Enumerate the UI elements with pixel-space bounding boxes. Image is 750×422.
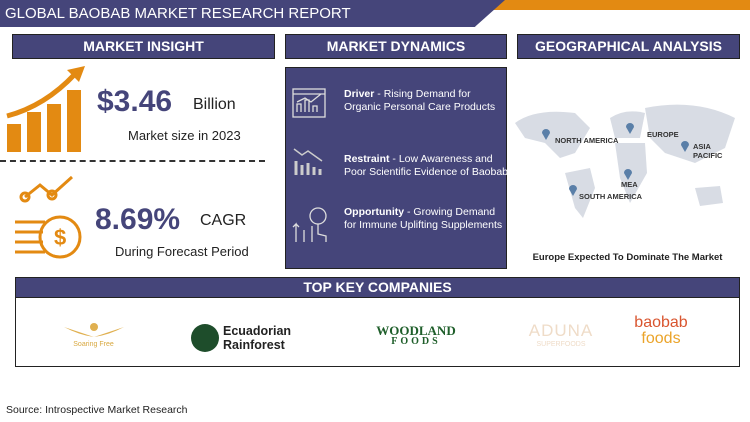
- region-mea: MEA: [621, 180, 638, 189]
- map-pin-icon: [626, 123, 634, 134]
- restraint-text: - Low Awareness and Poor Scientific Evid…: [344, 153, 509, 178]
- market-insight-header: MARKET INSIGHT: [12, 34, 275, 59]
- coins-dollar-icon: $: [15, 175, 82, 259]
- declining-chart-icon: [293, 148, 323, 175]
- market-dynamics-panel: Driver - Rising Demand for Organic Perso…: [285, 67, 509, 269]
- company-name: WOODLAND: [376, 323, 456, 338]
- map-pin-icon: [681, 141, 689, 152]
- leaf-circle-icon: [191, 324, 219, 352]
- cagr-caption: During Forecast Period: [115, 244, 249, 259]
- company-name: baobab: [634, 314, 688, 331]
- growth-bar-chart-icon: [6, 66, 85, 152]
- market-dynamics-header: MARKET DYNAMICS: [285, 34, 507, 59]
- restraint-label: Restraint: [344, 153, 390, 165]
- top-accent-bar: [480, 0, 750, 10]
- company-name: Soaring Free: [73, 341, 114, 348]
- market-size-caption: Market size in 2023: [128, 128, 241, 143]
- companies-panel: Soaring Free Ecuadorian Rainforest WOODL…: [15, 297, 740, 367]
- driver-label: Driver: [344, 88, 375, 100]
- region-north-america: NORTH AMERICA: [555, 136, 619, 145]
- growth-hand-icon: [292, 207, 327, 242]
- eagle-wings-icon: [63, 323, 124, 337]
- market-size-unit: Billion: [193, 96, 236, 113]
- logo-woodland-foods: WOODLAND FOODS: [356, 323, 476, 347]
- company-name-line2: foods: [641, 330, 681, 347]
- map-pin-icon: [624, 169, 632, 180]
- map-pin-icon: [569, 185, 577, 196]
- logo-baobab-foods: baobab foods: [631, 315, 691, 347]
- map-pin-icon: [542, 129, 550, 140]
- region-south-america: SOUTH AMERICA: [579, 192, 643, 201]
- company-name-line2: FOODS: [391, 336, 441, 347]
- source-note: Source: Introspective Market Research: [6, 404, 188, 416]
- svg-text:$: $: [54, 225, 66, 250]
- chart-dashboard-icon: [292, 88, 326, 118]
- report-title: GLOBAL BAOBAB MARKET RESEARCH REPORT: [0, 0, 505, 27]
- cagr-label: CAGR: [200, 212, 247, 229]
- logo-aduna: ADUNA SUPERFOODS: [521, 321, 601, 348]
- company-name: ADUNA: [528, 321, 594, 340]
- region-asia-pacific: ASIA PACIFIC: [693, 142, 723, 160]
- company-name-line2: SUPERFOODS: [536, 341, 586, 348]
- opportunity-text: - Growing Demand for Immune Uplifting Su…: [344, 206, 503, 231]
- driver-text: - Rising Demand for Organic Personal Car…: [344, 88, 496, 113]
- world-map: NORTH AMERICA EUROPE ASIA PACIFIC MEA SO…: [515, 68, 740, 268]
- opportunity-label: Opportunity: [344, 206, 405, 218]
- geo-caption: Europe Expected To Dominate The Market: [532, 252, 723, 263]
- logo-soaring-free: Soaring Free: [56, 319, 131, 348]
- cagr-value: 8.69%: [95, 203, 181, 236]
- region-europe: EUROPE: [647, 130, 679, 139]
- company-name-line2: Rainforest: [223, 338, 285, 352]
- company-name: Ecuadorian: [223, 324, 292, 338]
- divider: [0, 160, 265, 162]
- geographical-analysis-header: GEOGRAPHICAL ANALYSIS: [517, 34, 740, 59]
- market-size-value: $3.46: [97, 85, 173, 118]
- top-key-companies-header: TOP KEY COMPANIES: [15, 277, 740, 298]
